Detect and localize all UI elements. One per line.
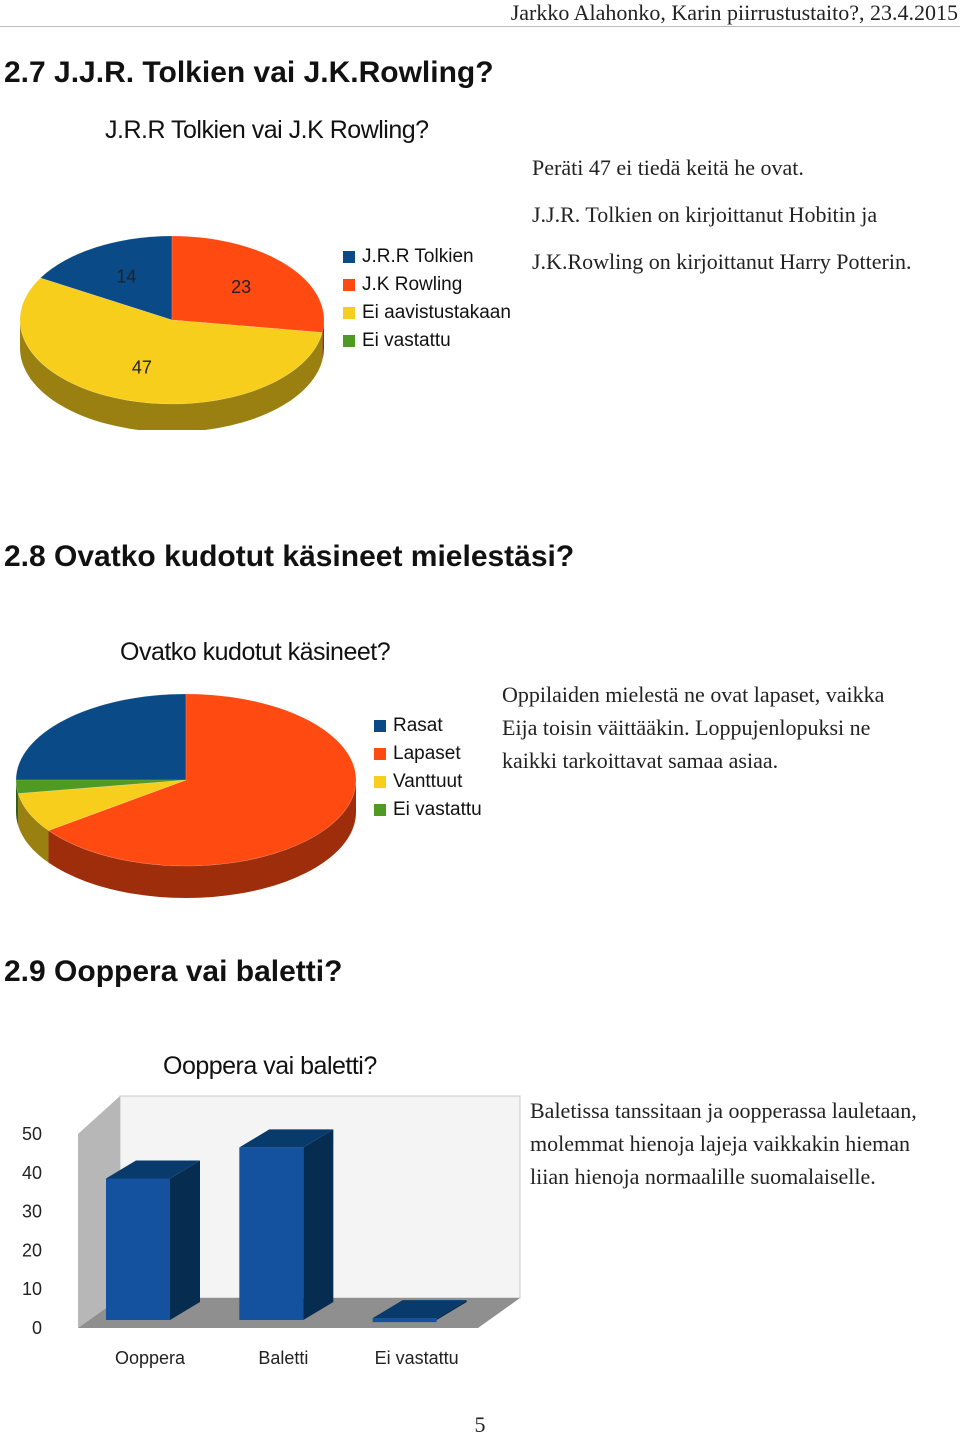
pie-slice-rasat (15, 693, 187, 781)
legend-item-ei-vastattu: Ei vastattu (374, 796, 482, 824)
legend-label: Vanttuut (393, 771, 463, 792)
pie-slice-side (48, 780, 357, 898)
legend-label: Ei vastattu (393, 799, 482, 820)
bar-side (303, 1129, 334, 1320)
pie-slice-side (16, 780, 19, 826)
bar-front (106, 1178, 170, 1320)
legend-label: Rasat (393, 715, 443, 736)
section-2-9-paragraph: Baletissa tanssitaan ja oopperassa laule… (530, 1094, 917, 1193)
pie-chart-kasineet (15, 693, 357, 898)
y-tick-label: 10 (22, 1279, 42, 1299)
legend-swatch-yellow (343, 307, 355, 319)
legend-label: Ei vastattu (362, 330, 451, 351)
pie-value-label: 47 (132, 358, 152, 378)
legend-swatch-blue (374, 720, 386, 732)
bar-top (239, 1129, 334, 1148)
section-heading-2-9: 2.9 Ooppera vai baletti? (4, 955, 343, 988)
section-2-8-paragraph: Oppilaiden mielestä ne ovat lapaset, vai… (502, 678, 884, 777)
legend-item-vanttuut: Vanttuut (374, 768, 482, 796)
pie-slice-j-k-rowling (171, 235, 325, 333)
x-tick-label: Ei vastattu (375, 1348, 459, 1368)
bar-ooppera (106, 1160, 200, 1320)
bar-top (372, 1300, 467, 1319)
pie-slice-side (18, 793, 49, 863)
pie-value-label: 23 (231, 277, 251, 297)
y-tick-label: 50 (22, 1124, 42, 1144)
pie1-title: J.R.R Tolkien vai J.K Rowling? (105, 116, 429, 144)
bar-ei-vastattu (372, 1300, 467, 1323)
legend-swatch-yellow (374, 776, 386, 788)
running-header: Jarkko Alahonko, Karin piirrustustaito?,… (510, 0, 958, 25)
section-2-7-paragraph: Peräti 47 ei tiedä keitä he ovat. J.J.R.… (532, 144, 911, 285)
bar-top (106, 1160, 200, 1179)
header-divider (0, 26, 960, 27)
paragraph-line: molemmat hienoja lajeja vaikkakin hieman (530, 1131, 910, 1156)
y-tick-label: 30 (22, 1202, 42, 1222)
pie-value-label: 14 (116, 266, 136, 286)
legend-item-lapaset: Lapaset (374, 740, 482, 768)
pie-top-faces (15, 693, 357, 867)
legend-label: Lapaset (393, 743, 461, 764)
legend-item-ei-aavistustakaan: Ei aavistustakaan (343, 299, 511, 327)
legend-item-rowling: J.K Rowling (343, 271, 511, 299)
legend-swatch-green (374, 804, 386, 816)
legend-swatch-blue (343, 251, 355, 263)
pie-top-faces (19, 235, 325, 405)
paragraph-line: kaikki tarkoittavat samaa asiaa. (502, 748, 779, 773)
pie-slice-ei-vastattu (15, 779, 187, 794)
legend-swatch-orange (343, 279, 355, 291)
x-tick-label: Baletti (258, 1348, 308, 1368)
legend-label: Ei aavistustakaan (362, 302, 511, 323)
legend-label: J.K Rowling (362, 274, 463, 295)
paragraph-line: Peräti 47 ei tiedä keitä he ovat. (532, 155, 804, 180)
pie-slice-ei-aavistustakaan (19, 277, 323, 405)
y-tick-label: 0 (32, 1318, 42, 1338)
pie-slice-j-r-r-tolkien (39, 235, 173, 321)
bar-title: Ooppera vai baletti? (163, 1052, 377, 1080)
bar-side (170, 1160, 200, 1320)
bar-baletti (239, 1129, 334, 1320)
legend-swatch-orange (374, 748, 386, 760)
paragraph-line: Baletissa tanssitaan ja oopperassa laule… (530, 1098, 917, 1123)
pie2-legend: Rasat Lapaset Vanttuut Ei vastattu (374, 712, 482, 824)
y-tick-label: 40 (22, 1163, 42, 1183)
legend-item-rasat: Rasat (374, 712, 482, 740)
pie-slice-side (322, 320, 324, 361)
section-heading-2-8: 2.8 Ovatko kudotut käsineet mielestäsi? (4, 540, 575, 573)
bar-front (372, 1318, 437, 1323)
pie2-title: Ovatko kudotut käsineet? (120, 638, 391, 666)
legend-item-ei-vastattu: Ei vastattu (343, 327, 511, 355)
legend-label: J.R.R Tolkien (362, 246, 474, 267)
page-number: 5 (474, 1412, 486, 1437)
paragraph-line: J.J.R. Tolkien on kirjoittanut Hobitin j… (532, 202, 878, 227)
section-heading-2-7: 2.7 J.J.R. Tolkien vai J.K.Rowling? (4, 56, 494, 89)
paragraph-line: Eija toisin väittääkin. Loppujenlopuksi … (502, 715, 871, 740)
bar-chart-ooppera-baletti: 0 10 20 30 40 50 Ooppera Baletti Ei vastattu (22, 1095, 521, 1368)
bar-front (239, 1147, 304, 1320)
pie-side-walls (16, 780, 357, 898)
pie-slice-side (20, 320, 323, 430)
pie-slice-vanttuut (17, 779, 187, 831)
y-tick-label: 20 (22, 1240, 42, 1260)
bar-side (436, 1300, 467, 1320)
paragraph-line: J.K.Rowling on kirjoittanut Harry Potter… (532, 249, 912, 274)
pie1-legend: J.R.R Tolkien J.K Rowling Ei aavistustak… (343, 243, 511, 355)
pie-side-walls (20, 320, 324, 430)
paragraph-line: liian hienoja normaalille suomalaiselle. (530, 1164, 876, 1189)
legend-swatch-green (343, 335, 355, 347)
paragraph-line: Oppilaiden mielestä ne ovat lapaset, vai… (502, 682, 885, 707)
legend-item-tolkien: J.R.R Tolkien (343, 243, 511, 271)
pie-slice-lapaset (47, 693, 357, 867)
x-tick-label: Ooppera (115, 1348, 186, 1368)
pie-chart-tolkien-rowling: 14 23 47 (19, 235, 325, 430)
